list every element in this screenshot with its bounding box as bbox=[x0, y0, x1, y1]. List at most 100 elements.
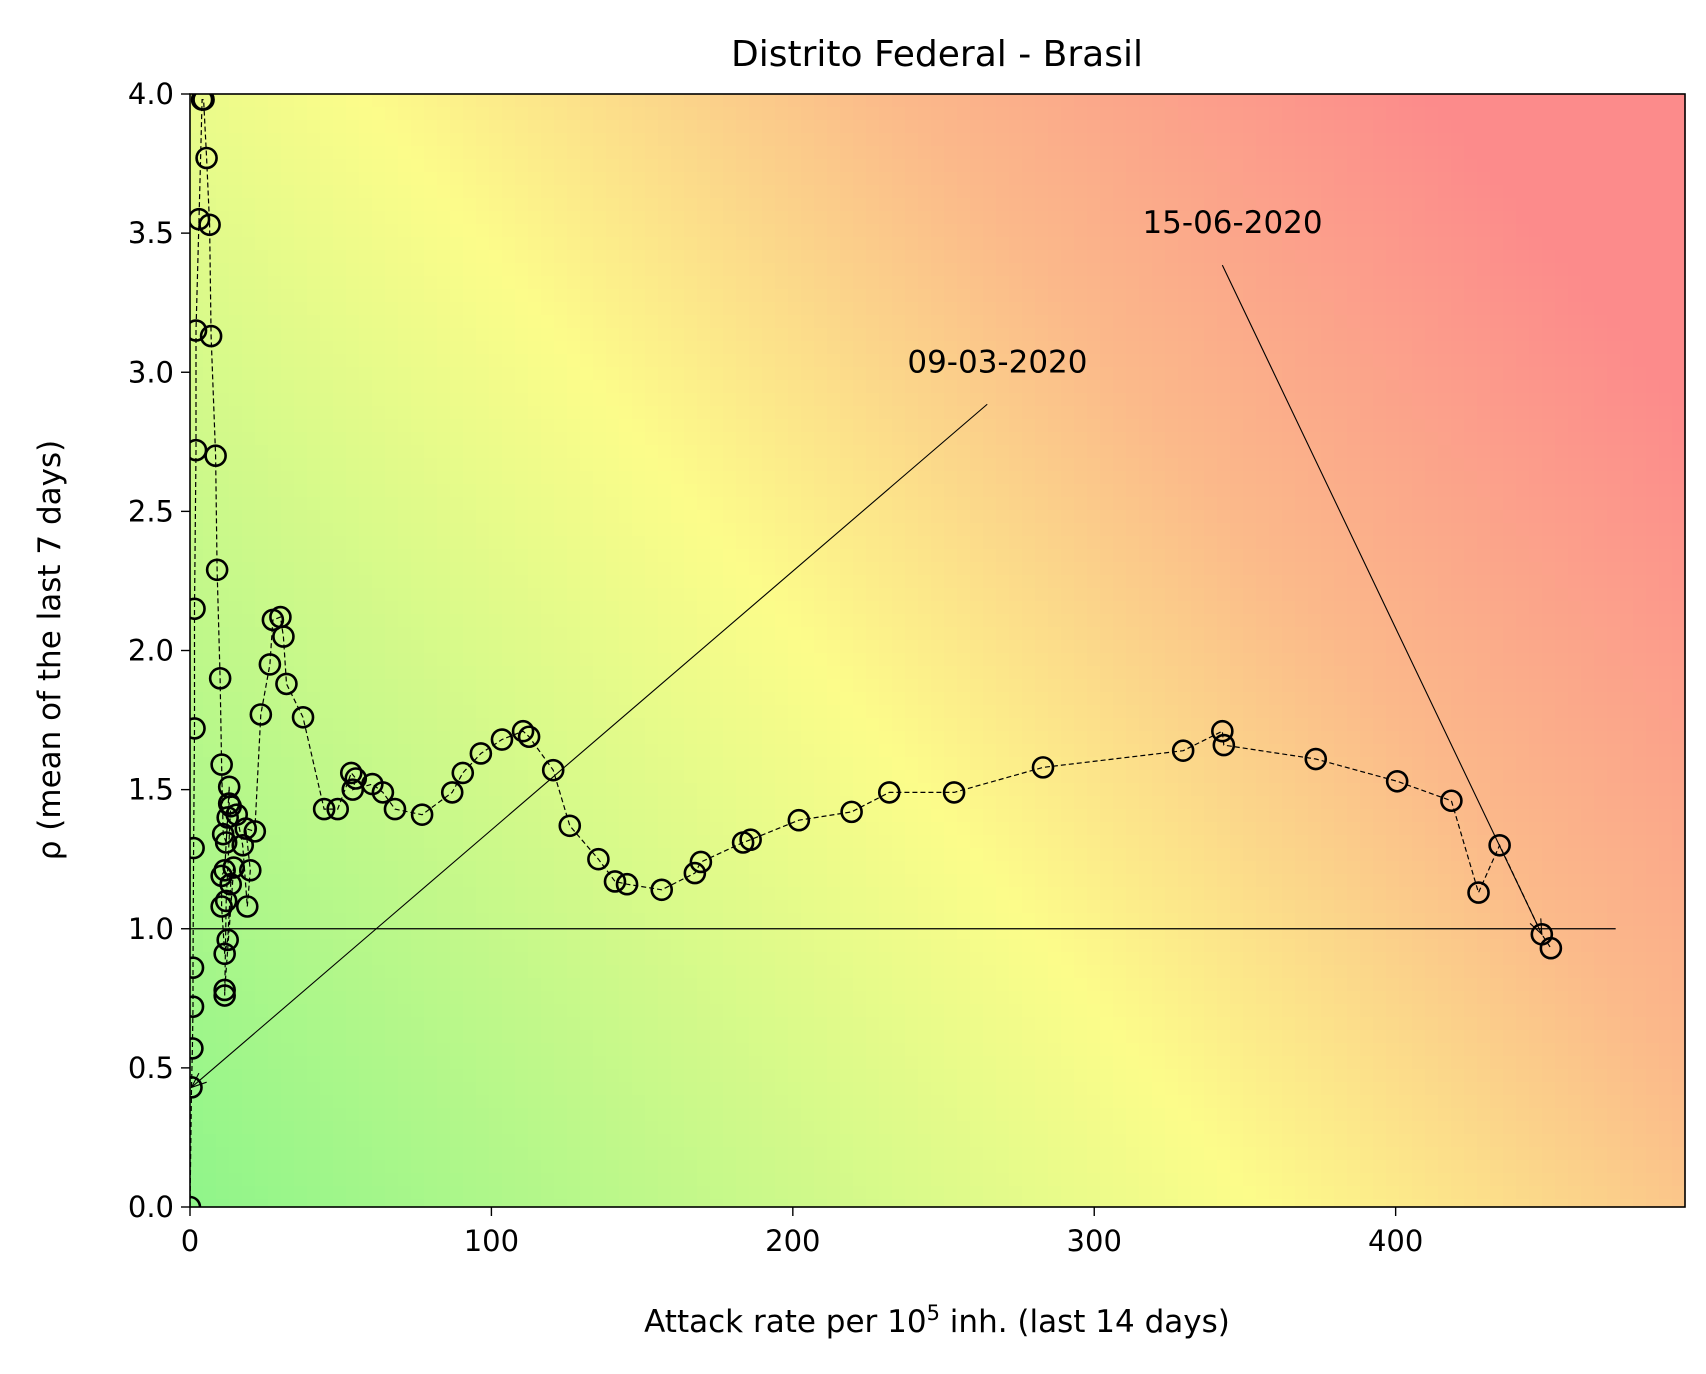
gradient-cell bbox=[281, 1121, 295, 1135]
gradient-cell bbox=[515, 510, 529, 524]
gradient-cell bbox=[710, 874, 724, 888]
gradient-cell bbox=[320, 276, 334, 290]
gradient-cell bbox=[580, 250, 594, 264]
gradient-cell bbox=[268, 796, 282, 810]
gradient-cell bbox=[931, 770, 945, 784]
gradient-cell bbox=[528, 185, 542, 199]
gradient-cell bbox=[749, 1121, 763, 1135]
gradient-cell bbox=[359, 1134, 373, 1148]
gradient-cell bbox=[814, 523, 828, 537]
gradient-cell bbox=[658, 731, 672, 745]
gradient-cell bbox=[255, 627, 269, 641]
gradient-cell bbox=[489, 588, 503, 602]
gradient-cell bbox=[307, 770, 321, 784]
gradient-cell bbox=[775, 1004, 789, 1018]
gradient-cell bbox=[827, 874, 841, 888]
gradient-cell bbox=[385, 874, 399, 888]
gradient-cell bbox=[580, 679, 594, 693]
gradient-cell bbox=[463, 588, 477, 602]
gradient-cell bbox=[294, 211, 308, 225]
gradient-cell bbox=[606, 731, 620, 745]
gradient-cell bbox=[645, 198, 659, 212]
gradient-cell bbox=[216, 198, 230, 212]
gradient-cell bbox=[489, 952, 503, 966]
gradient-cell bbox=[554, 406, 568, 420]
gradient-cell bbox=[801, 523, 815, 537]
gradient-cell bbox=[229, 952, 243, 966]
gradient-cell bbox=[255, 536, 269, 550]
gradient-cell bbox=[242, 575, 256, 589]
gradient-cell bbox=[281, 120, 295, 134]
gradient-cell bbox=[320, 835, 334, 849]
gradient-cell bbox=[645, 302, 659, 316]
gradient-cell bbox=[567, 94, 581, 108]
gradient-cell bbox=[255, 588, 269, 602]
gradient-cell bbox=[320, 224, 334, 238]
gradient-cell bbox=[515, 1095, 529, 1109]
gradient-cell bbox=[411, 679, 425, 693]
gradient-cell bbox=[918, 1134, 932, 1148]
gradient-cell bbox=[385, 393, 399, 407]
gradient-cell bbox=[437, 1043, 451, 1057]
gradient-cell bbox=[359, 1056, 373, 1070]
gradient-cell bbox=[606, 1017, 620, 1031]
gradient-cell bbox=[294, 692, 308, 706]
gradient-cell bbox=[749, 744, 763, 758]
gradient-cell bbox=[346, 978, 360, 992]
gradient-cell bbox=[827, 926, 841, 940]
gradient-cell bbox=[398, 614, 412, 628]
gradient-cell bbox=[944, 185, 958, 199]
gradient-cell bbox=[710, 1108, 724, 1122]
gradient-cell bbox=[775, 523, 789, 537]
gradient-cell bbox=[931, 588, 945, 602]
gradient-cell bbox=[385, 1173, 399, 1187]
gradient-cell bbox=[359, 211, 373, 225]
gradient-cell bbox=[775, 913, 789, 927]
gradient-cell bbox=[268, 861, 282, 875]
gradient-cell bbox=[606, 783, 620, 797]
gradient-cell bbox=[658, 458, 672, 472]
gradient-cell bbox=[515, 172, 529, 186]
gradient-cell bbox=[242, 666, 256, 680]
gradient-cell bbox=[554, 1095, 568, 1109]
gradient-cell bbox=[398, 705, 412, 719]
gradient-cell bbox=[320, 523, 334, 537]
gradient-cell bbox=[203, 874, 217, 888]
gradient-cell bbox=[736, 1004, 750, 1018]
gradient-cell bbox=[320, 744, 334, 758]
gradient-cell bbox=[788, 926, 802, 940]
gradient-cell bbox=[866, 302, 880, 316]
gradient-cell bbox=[320, 328, 334, 342]
gradient-cell bbox=[541, 718, 555, 732]
gradient-cell bbox=[502, 991, 516, 1005]
gradient-cell bbox=[606, 549, 620, 563]
gradient-cell bbox=[255, 380, 269, 394]
gradient-cell bbox=[255, 471, 269, 485]
gradient-cell bbox=[736, 354, 750, 368]
gradient-cell bbox=[840, 1095, 854, 1109]
gradient-cell bbox=[918, 484, 932, 498]
gradient-cell bbox=[567, 406, 581, 420]
gradient-cell bbox=[801, 276, 815, 290]
gradient-cell bbox=[359, 666, 373, 680]
gradient-cell bbox=[671, 783, 685, 797]
gradient-cell bbox=[918, 952, 932, 966]
gradient-cell bbox=[229, 770, 243, 784]
gradient-cell bbox=[294, 536, 308, 550]
gradient-cell bbox=[359, 718, 373, 732]
gradient-cell bbox=[554, 562, 568, 576]
gradient-cell bbox=[671, 692, 685, 706]
gradient-cell bbox=[853, 94, 867, 108]
gradient-cell bbox=[333, 1082, 347, 1096]
gradient-cell bbox=[528, 770, 542, 784]
gradient-cell bbox=[918, 393, 932, 407]
gradient-cell bbox=[372, 367, 386, 381]
gradient-cell bbox=[502, 614, 516, 628]
gradient-cell bbox=[528, 588, 542, 602]
gradient-cell bbox=[359, 1160, 373, 1174]
gradient-cell bbox=[840, 562, 854, 576]
gradient-cell bbox=[645, 601, 659, 615]
gradient-cell bbox=[723, 172, 737, 186]
gradient-cell bbox=[632, 94, 646, 108]
gradient-cell bbox=[203, 1004, 217, 1018]
